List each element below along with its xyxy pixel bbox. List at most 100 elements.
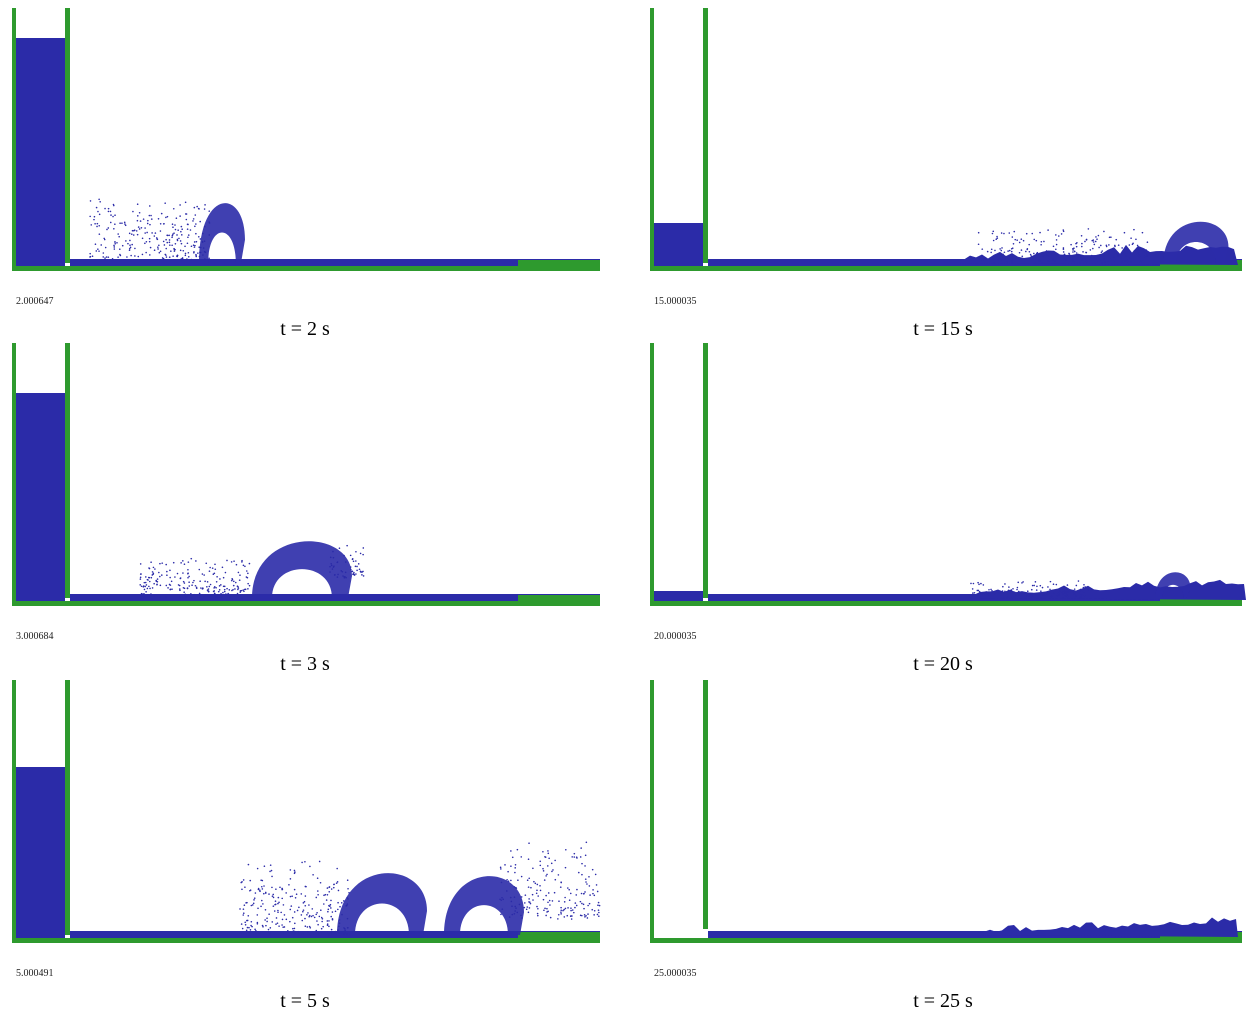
spray-droplet: [1047, 258, 1050, 261]
spray-droplet: [185, 218, 188, 221]
spray-droplet: [570, 918, 573, 920]
spray-droplet: [308, 904, 310, 906]
spray-droplet: [1145, 256, 1148, 259]
left-wall: [650, 680, 654, 943]
spray-droplet: [139, 576, 142, 579]
spray-droplet: [140, 226, 143, 229]
spray-droplet: [1085, 251, 1088, 254]
spray-droplet: [1004, 257, 1006, 260]
spray-droplet: [524, 902, 526, 904]
spray-droplet: [195, 255, 198, 258]
spray-droplet: [990, 251, 992, 254]
spray-droplet: [1050, 595, 1053, 598]
spray-droplet: [353, 574, 356, 576]
spray-droplet: [294, 922, 296, 925]
spray-droplet: [532, 867, 534, 870]
spray-droplet: [564, 866, 567, 869]
wave-crest: [444, 876, 524, 935]
spray-droplet: [554, 878, 557, 881]
spray-droplet: [113, 244, 115, 247]
spray-droplet: [244, 886, 246, 888]
spray-droplet: [1145, 249, 1148, 251]
spray-droplet: [184, 252, 187, 255]
spray-droplet: [346, 933, 348, 936]
spray-droplet: [515, 907, 517, 909]
spray-droplet: [1110, 258, 1113, 260]
spray-droplet: [1080, 593, 1083, 596]
spray-droplet: [153, 582, 155, 585]
spray-droplet: [315, 913, 318, 916]
spray-droplet: [1062, 596, 1065, 599]
spray-droplet: [180, 230, 182, 233]
spray-droplet: [274, 903, 277, 906]
spray-droplet: [531, 893, 534, 896]
spray-droplet: [567, 887, 569, 889]
spray-droplet: [114, 214, 116, 217]
spray-droplet: [978, 590, 981, 593]
spray-droplet: [341, 570, 344, 573]
spray-droplet: [986, 250, 989, 253]
spray-droplet: [242, 589, 245, 591]
spray-droplet: [206, 585, 208, 588]
spray-droplet: [315, 896, 318, 899]
spray-droplet: [107, 207, 110, 210]
spray-droplet: [255, 932, 257, 935]
spray-droplet: [309, 933, 311, 936]
spray-droplet: [584, 878, 587, 880]
spray-droplet: [247, 582, 249, 585]
spray-droplet: [1046, 254, 1049, 256]
spray-droplet: [199, 593, 202, 596]
spray-droplet: [322, 925, 324, 928]
spray-droplet: [973, 591, 976, 594]
spray-droplet: [121, 244, 124, 247]
spray-droplet: [246, 926, 249, 929]
spray-droplet: [316, 877, 319, 880]
spray-droplet: [506, 890, 508, 892]
spray-droplet: [198, 246, 201, 249]
spray-droplet: [136, 203, 139, 206]
spray-droplet: [329, 565, 331, 568]
spray-droplet: [337, 573, 339, 576]
spray-droplet: [1001, 256, 1004, 258]
spray-droplet: [1025, 250, 1027, 253]
spray-droplet: [193, 241, 196, 243]
spray-droplet: [507, 880, 510, 882]
spray-droplet: [1055, 243, 1058, 246]
spray-droplet: [234, 588, 236, 590]
spray-droplet: [1028, 595, 1031, 598]
spray-droplet: [1116, 255, 1119, 257]
spray-droplet: [321, 917, 324, 920]
spray-droplet: [1040, 243, 1042, 246]
spray-droplet: [229, 596, 232, 598]
timestamp: 20.000035: [654, 631, 697, 642]
spray-droplet: [528, 907, 531, 909]
spray-droplet: [218, 589, 221, 591]
spray-droplet: [264, 908, 267, 911]
spray-droplet: [187, 236, 189, 239]
spray-droplet: [140, 573, 142, 575]
spray-droplet: [201, 232, 204, 235]
spray-droplet: [1011, 236, 1014, 238]
spray-droplet: [1075, 242, 1077, 245]
spray-droplet: [274, 900, 277, 902]
spray-droplet: [124, 223, 126, 225]
spray-droplet: [202, 247, 205, 249]
spray-droplet: [113, 246, 116, 248]
spray-droplet: [162, 257, 165, 260]
spray-droplet: [1010, 589, 1012, 592]
spray-droplet: [271, 921, 274, 923]
spray-droplet: [185, 596, 187, 598]
spray-droplet: [289, 869, 292, 871]
spray-droplet: [202, 254, 204, 256]
spray-droplet: [583, 907, 585, 910]
spray-droplet: [301, 861, 303, 864]
spray-droplet: [1002, 253, 1004, 256]
spray-droplet: [134, 247, 136, 250]
spray-droplet: [186, 587, 189, 589]
spray-droplet: [171, 223, 174, 226]
spray-droplet: [584, 865, 586, 867]
spray-droplet: [332, 886, 335, 889]
spray-droplet: [214, 593, 216, 596]
spray-droplet: [589, 894, 591, 896]
spray-droplet: [182, 560, 184, 562]
